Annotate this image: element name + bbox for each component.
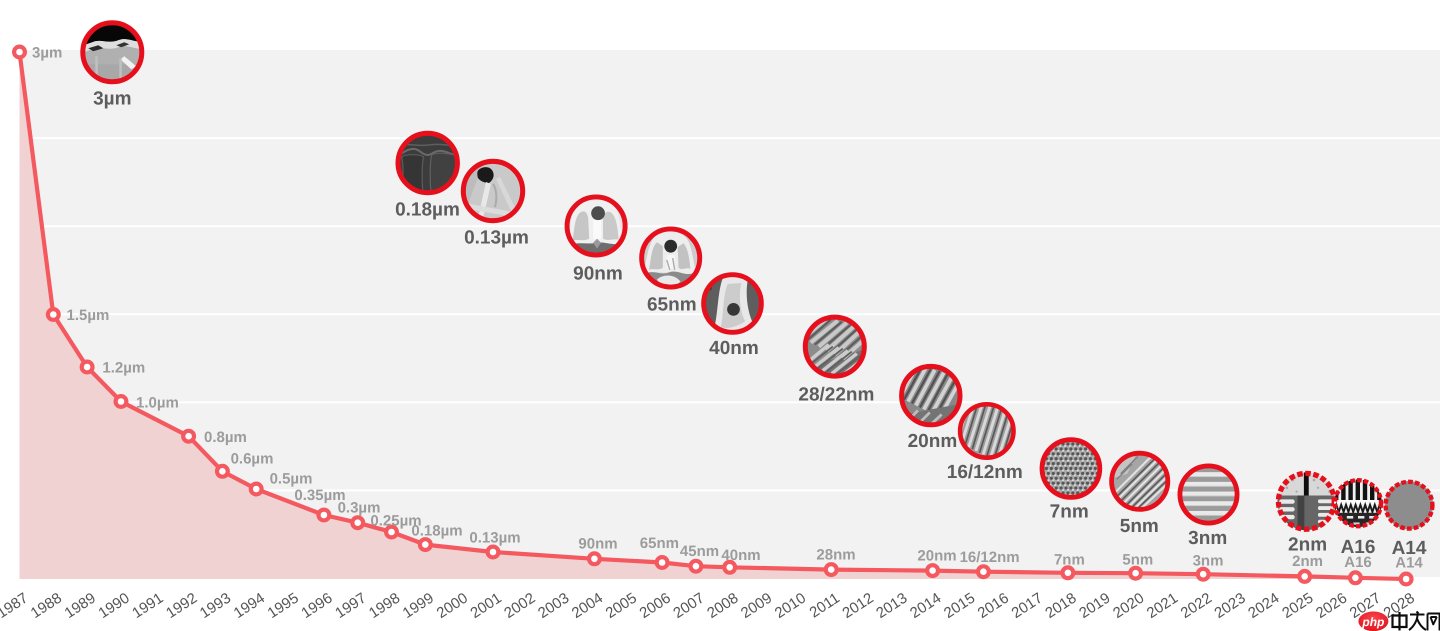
svg-text:1.2µm: 1.2µm	[102, 359, 145, 376]
svg-text:5nm: 5nm	[1122, 551, 1153, 568]
svg-text:65nm: 65nm	[640, 535, 679, 552]
svg-text:0.3µm: 0.3µm	[338, 499, 381, 516]
svg-text:90nm: 90nm	[578, 536, 617, 553]
svg-text:2nm: 2nm	[1292, 553, 1323, 570]
svg-text:0.6µm: 0.6µm	[231, 450, 274, 467]
svg-text:40nm: 40nm	[721, 547, 760, 564]
svg-text:5nm: 5nm	[1120, 516, 1159, 537]
svg-text:0.35µm: 0.35µm	[294, 487, 345, 504]
svg-text:0.13µm: 0.13µm	[464, 228, 529, 249]
svg-text:90nm: 90nm	[573, 263, 623, 284]
svg-text:A14: A14	[1392, 538, 1427, 559]
svg-text:0.5µm: 0.5µm	[270, 470, 313, 487]
svg-text:40nm: 40nm	[709, 338, 759, 359]
svg-text:20nm: 20nm	[917, 547, 956, 564]
svg-text:20nm: 20nm	[908, 431, 958, 452]
svg-text:28/22nm: 28/22nm	[798, 385, 874, 406]
svg-text:16/12nm: 16/12nm	[960, 549, 1020, 566]
svg-text:A16: A16	[1341, 537, 1376, 558]
svg-text:3nm: 3nm	[1188, 528, 1227, 549]
svg-text:3µm: 3µm	[32, 44, 62, 61]
svg-text:0.25µm: 0.25µm	[370, 512, 421, 529]
svg-text:7nm: 7nm	[1054, 551, 1085, 568]
svg-text:A14: A14	[1395, 555, 1423, 572]
svg-text:1.5µm: 1.5µm	[67, 307, 110, 324]
svg-text:0.8µm: 0.8µm	[204, 429, 247, 446]
svg-text:A16: A16	[1344, 554, 1372, 571]
svg-text:3µm: 3µm	[93, 89, 131, 110]
svg-text:php: php	[1361, 615, 1384, 629]
svg-text:45nm: 45nm	[680, 543, 719, 560]
svg-text:2nm: 2nm	[1288, 535, 1327, 556]
svg-text:3nm: 3nm	[1193, 553, 1224, 570]
svg-text:0.18µm: 0.18µm	[411, 522, 462, 539]
svg-text:65nm: 65nm	[647, 295, 697, 316]
svg-text:16/12nm: 16/12nm	[947, 462, 1023, 483]
svg-text:28nm: 28nm	[816, 547, 855, 564]
svg-text:0.18µm: 0.18µm	[395, 200, 460, 221]
svg-text:7nm: 7nm	[1050, 502, 1089, 523]
svg-text:1.0µm: 1.0µm	[136, 394, 179, 411]
svg-text:0.13µm: 0.13µm	[469, 529, 520, 546]
